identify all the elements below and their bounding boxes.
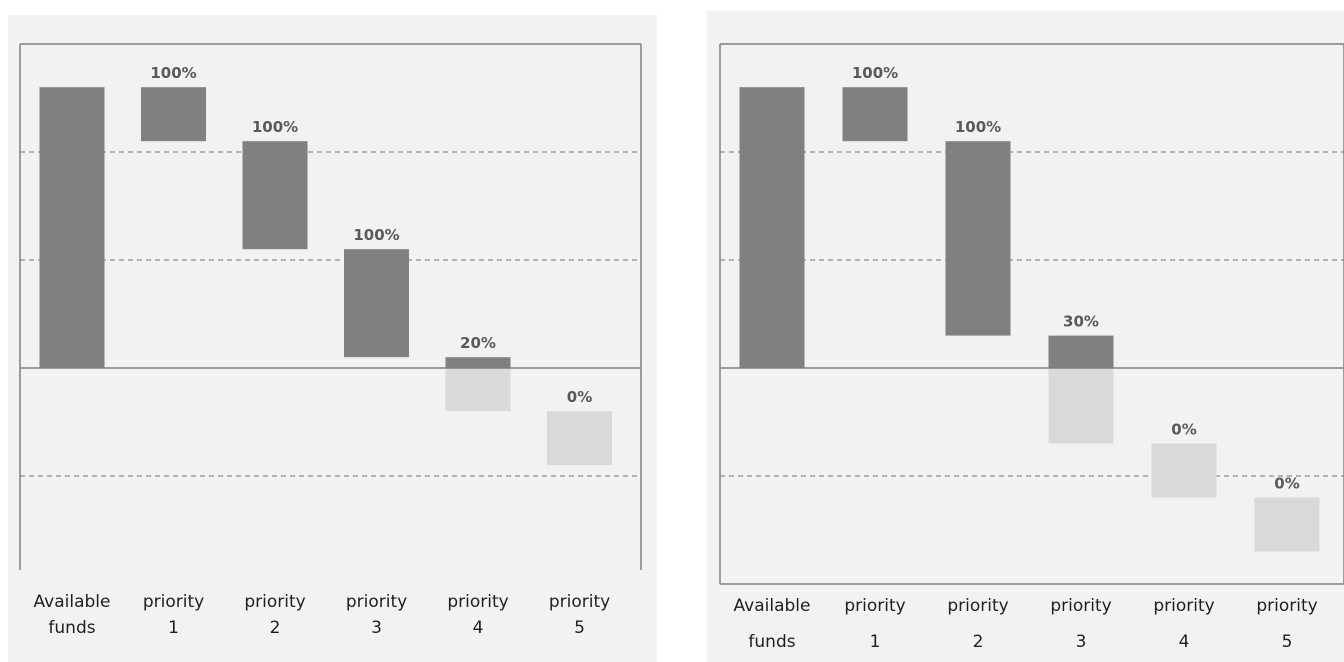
bar-label-right-2: 100% xyxy=(955,118,1001,136)
bar-label-right-3: 30% xyxy=(1063,313,1099,331)
bar-filled-right-3 xyxy=(1048,335,1114,368)
bar-unfilled-right-5 xyxy=(1254,497,1320,552)
bar-filled-left-4 xyxy=(445,357,511,368)
category-label-left-0-line2: funds xyxy=(48,618,95,638)
bar-filled-left-1 xyxy=(141,87,206,142)
bar-filled-left-0 xyxy=(39,87,105,368)
bar-filled-right-0 xyxy=(739,87,805,368)
category-label-right-4-line1: priority xyxy=(1153,596,1214,616)
bar-label-left-1: 100% xyxy=(150,64,196,82)
category-label-left-2-line1: priority xyxy=(244,592,305,612)
bar-filled-left-3 xyxy=(344,249,409,358)
category-label-right-1-line1: priority xyxy=(844,596,905,616)
bar-label-right-1: 100% xyxy=(852,64,898,82)
bar-filled-left-2 xyxy=(242,141,308,250)
bar-unfilled-right-3 xyxy=(1048,368,1114,444)
bar-filled-right-2 xyxy=(945,141,1011,336)
category-label-left-5-line1: priority xyxy=(549,592,610,612)
waterfall-chart-right: Available funds 100% priority 1 100% priority 2… xyxy=(719,43,1344,652)
bar-unfilled-right-4 xyxy=(1151,443,1217,498)
bar-label-right-5: 0% xyxy=(1274,475,1299,493)
category-label-left-0-line1: Available xyxy=(34,592,111,612)
chart-panel-right: Available funds 100% priority 1 100% priority 2… xyxy=(707,11,1344,662)
bar-label-left-2: 100% xyxy=(252,118,298,136)
category-label-right-4-line2: 4 xyxy=(1179,632,1190,652)
bar-label-left-5: 0% xyxy=(567,388,592,406)
category-label-right-2-line1: priority xyxy=(947,596,1008,616)
category-label-left-3-line2: 3 xyxy=(371,618,382,638)
category-label-left-5-line2: 5 xyxy=(574,618,585,638)
category-label-left-1-line2: 1 xyxy=(168,618,179,638)
category-label-right-1-line2: 1 xyxy=(870,632,881,652)
category-label-right-0-line2: funds xyxy=(748,632,795,652)
category-label-left-2-line2: 2 xyxy=(270,618,281,638)
bar-filled-right-1 xyxy=(842,87,908,142)
bar-unfilled-left-5 xyxy=(547,411,612,466)
category-label-right-5-line1: priority xyxy=(1256,596,1317,616)
category-label-right-2-line2: 2 xyxy=(973,632,984,652)
category-label-left-3-line1: priority xyxy=(346,592,407,612)
category-label-left-1-line1: priority xyxy=(143,592,204,612)
category-label-right-5-line2: 5 xyxy=(1282,632,1293,652)
chart-panel-left: Available funds 100% priority 1 100% priority 2… xyxy=(8,15,657,662)
category-label-left-4-line2: 4 xyxy=(473,618,484,638)
category-label-right-3-line2: 3 xyxy=(1076,632,1087,652)
bar-label-right-4: 0% xyxy=(1171,421,1196,439)
category-label-right-3-line1: priority xyxy=(1050,596,1111,616)
bar-unfilled-left-4 xyxy=(445,368,511,412)
bar-label-left-4: 20% xyxy=(460,334,496,352)
category-label-left-4-line1: priority xyxy=(447,592,508,612)
waterfall-chart-left: Available funds 100% priority 1 100% priority 2… xyxy=(19,43,642,638)
bar-label-left-3: 100% xyxy=(353,226,399,244)
category-label-right-0-line1: Available xyxy=(734,596,811,616)
